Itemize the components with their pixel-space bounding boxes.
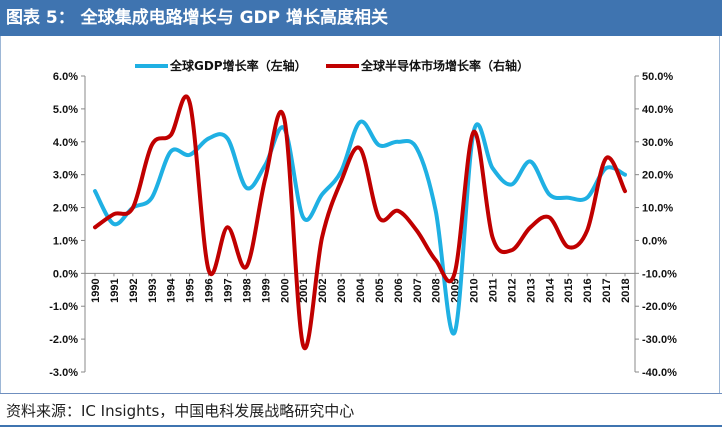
right-tick-label: -30.0% bbox=[642, 334, 677, 346]
source-note: 资料来源：IC Insights，中国电科发展战略研究中心 bbox=[6, 402, 355, 420]
left-tick-label: -3.0% bbox=[49, 367, 78, 379]
x-tick-label: 2011 bbox=[488, 278, 500, 302]
left-tick-label: 6.0% bbox=[53, 71, 78, 83]
x-tick-label: 1994 bbox=[166, 277, 178, 302]
right-tick-label: -20.0% bbox=[642, 301, 677, 313]
x-tick-label: 2002 bbox=[317, 278, 329, 302]
right-tick-label: 20.0% bbox=[642, 170, 673, 182]
x-tick-label: 1996 bbox=[204, 278, 216, 302]
x-tick-label: 1997 bbox=[223, 278, 235, 302]
x-tick-label: 2015 bbox=[563, 278, 575, 302]
x-tick-label: 2007 bbox=[412, 278, 424, 302]
right-tick-label: 10.0% bbox=[642, 203, 673, 215]
x-tick-label: 2004 bbox=[355, 277, 367, 302]
x-tick-label: 1990 bbox=[90, 278, 102, 302]
right-tick-label: -40.0% bbox=[642, 367, 677, 379]
x-tick-label: 1998 bbox=[241, 278, 253, 302]
right-tick-label: 40.0% bbox=[642, 104, 673, 116]
x-tick-label: 1993 bbox=[147, 278, 159, 302]
x-tick-label: 2014 bbox=[544, 277, 556, 302]
right-tick-label: 50.0% bbox=[642, 71, 673, 83]
x-tick-label: 2016 bbox=[582, 278, 594, 302]
x-tick-label: 2017 bbox=[601, 278, 613, 302]
x-tick-label: 1999 bbox=[260, 278, 272, 302]
x-tick-label: 2006 bbox=[393, 278, 405, 302]
chart-frame bbox=[0, 36, 720, 393]
x-tick-label: 2010 bbox=[469, 278, 481, 302]
footer-bar: 资料来源：IC Insights，中国电科发展战略研究中心 bbox=[0, 393, 722, 427]
left-tick-label: 2.0% bbox=[53, 203, 78, 215]
right-tick-label: -10.0% bbox=[642, 268, 677, 280]
left-tick-label: 1.0% bbox=[53, 235, 78, 247]
x-tick-label: 2003 bbox=[336, 278, 348, 302]
x-tick-label: 2000 bbox=[279, 278, 291, 302]
legend-label: 全球半导体市场增长率（右轴） bbox=[360, 58, 529, 73]
gdp-growth-line bbox=[93, 119, 627, 336]
header-bar: 图表 5： 全球集成电路增长与 GDP 增长高度相关 bbox=[0, 0, 722, 36]
x-tick-label: 1991 bbox=[109, 278, 121, 302]
left-tick-label: 0.0% bbox=[53, 268, 78, 280]
figure-title: 图表 5： 全球集成电路增长与 GDP 增长高度相关 bbox=[6, 8, 389, 28]
x-tick-label: 2005 bbox=[374, 278, 386, 302]
semiconductor-growth-line bbox=[93, 94, 627, 351]
x-tick-label: 2012 bbox=[506, 278, 518, 302]
x-tick-label: 2013 bbox=[525, 278, 537, 302]
x-tick-label: 2001 bbox=[298, 278, 310, 302]
x-tick-label: 1992 bbox=[128, 278, 140, 302]
x-tick-label: 1995 bbox=[185, 278, 197, 302]
legend-label: 全球GDP增长率（左轴） bbox=[169, 58, 307, 73]
left-tick-label: 3.0% bbox=[53, 170, 78, 182]
right-tick-label: 0.0% bbox=[642, 235, 667, 247]
x-tick-label: 2008 bbox=[431, 278, 443, 302]
right-tick-label: 30.0% bbox=[642, 137, 673, 149]
left-tick-label: -1.0% bbox=[49, 301, 78, 313]
line-chart: 6.0% 5.0% 4.0% 3.0% 2.0% 1.0% 0.0% -1.0% -2.0% -3… bbox=[49, 58, 677, 379]
left-tick-label: -2.0% bbox=[49, 334, 78, 346]
left-tick-label: 5.0% bbox=[53, 104, 78, 116]
x-tick-label: 2018 bbox=[620, 278, 632, 302]
left-tick-label: 4.0% bbox=[53, 137, 78, 149]
